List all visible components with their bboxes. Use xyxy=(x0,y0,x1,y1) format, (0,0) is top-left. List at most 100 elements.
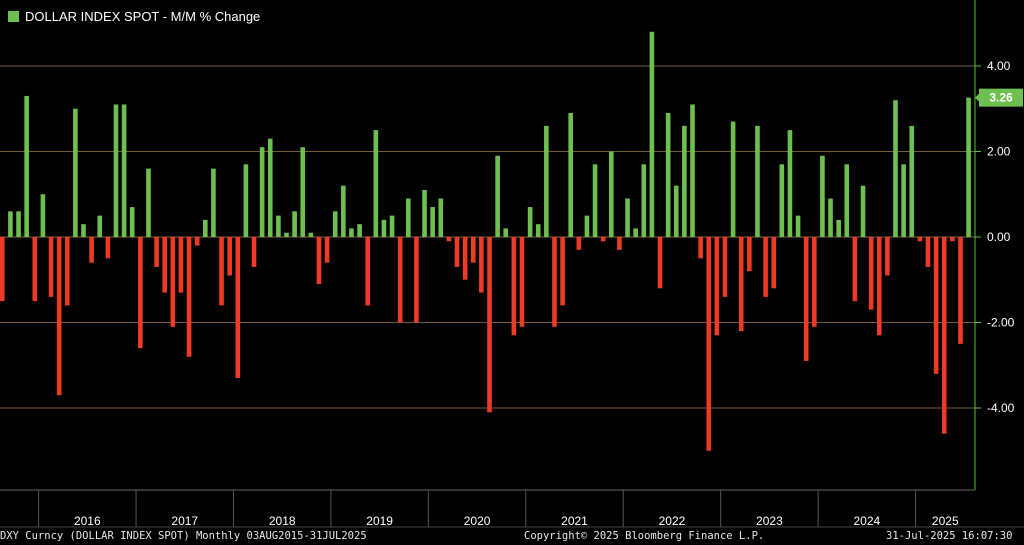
bar xyxy=(414,237,419,323)
bar xyxy=(698,237,703,259)
bar xyxy=(747,237,752,272)
bar xyxy=(592,164,598,237)
bar xyxy=(917,237,923,242)
bar xyxy=(454,237,460,267)
bar xyxy=(909,125,915,237)
bar xyxy=(284,232,289,237)
bar xyxy=(462,237,468,280)
x-tick-label: 2019 xyxy=(366,514,393,528)
bar xyxy=(901,164,906,237)
bar xyxy=(40,194,46,237)
bar xyxy=(397,237,403,323)
bar xyxy=(665,113,671,237)
bar xyxy=(966,97,971,237)
bar xyxy=(706,237,712,451)
bar xyxy=(771,237,776,289)
bar xyxy=(633,228,638,237)
bar xyxy=(105,237,111,259)
bar xyxy=(373,130,379,237)
bar xyxy=(495,155,500,237)
bar xyxy=(316,237,322,285)
bar xyxy=(682,125,687,237)
bar xyxy=(276,215,281,237)
bar xyxy=(349,228,354,237)
bar xyxy=(755,125,760,237)
legend: DOLLAR INDEX SPOT - M/M % Change xyxy=(8,6,265,26)
bar xyxy=(308,232,314,237)
bar xyxy=(690,104,695,237)
bar xyxy=(89,237,94,263)
bar-series xyxy=(0,31,971,451)
bar xyxy=(121,104,127,237)
bar xyxy=(617,237,622,250)
x-tick-label: 2024 xyxy=(853,514,880,528)
bar xyxy=(129,207,135,237)
y-tick-label: 4.00 xyxy=(987,59,1011,73)
bar xyxy=(763,237,768,297)
bar xyxy=(243,164,249,237)
footer: DXY Curncy (DOLLAR INDEX SPOT) Monthly 0… xyxy=(0,527,1024,545)
bar xyxy=(211,168,216,237)
bar xyxy=(885,237,890,276)
bar xyxy=(738,237,744,332)
bar xyxy=(227,237,232,276)
bar xyxy=(673,185,679,237)
bar xyxy=(251,237,257,267)
bar xyxy=(406,198,411,237)
bar xyxy=(0,237,5,302)
bar xyxy=(259,147,265,237)
bar xyxy=(609,151,614,237)
bar xyxy=(48,237,54,297)
bar xyxy=(714,237,720,336)
bar xyxy=(73,108,78,237)
bar xyxy=(324,237,330,263)
footer-security-info: DXY Curncy (DOLLAR INDEX SPOT) Monthly 0… xyxy=(0,530,367,542)
bar xyxy=(138,237,143,349)
bar xyxy=(779,164,785,237)
bar xyxy=(470,237,476,263)
bar xyxy=(422,189,427,237)
bar xyxy=(16,211,21,237)
bar xyxy=(730,121,736,237)
bar xyxy=(365,237,370,306)
bar xyxy=(511,237,517,336)
bar xyxy=(97,215,103,237)
bar xyxy=(219,237,224,306)
bar xyxy=(64,237,70,306)
bar xyxy=(154,237,159,267)
bar xyxy=(203,219,208,237)
bar xyxy=(941,237,947,434)
bar xyxy=(430,207,435,237)
bar xyxy=(584,215,590,237)
bar xyxy=(389,215,395,237)
bar xyxy=(820,155,825,237)
bar xyxy=(860,185,866,237)
bar xyxy=(641,164,647,237)
bar xyxy=(178,237,184,293)
bar xyxy=(56,237,62,396)
y-tick-label: -4.00 xyxy=(987,401,1015,415)
bar xyxy=(803,237,809,361)
axes: -4.00 -2.00 0.00 2.00 4.00 2016 2017 2018 2019 20… xyxy=(0,0,1024,528)
x-tick-label: 2022 xyxy=(659,514,686,528)
bar xyxy=(852,237,858,302)
bar xyxy=(24,95,29,237)
bar xyxy=(812,237,817,327)
bar xyxy=(552,237,557,327)
x-tick-label: 2020 xyxy=(464,514,491,528)
bar xyxy=(446,237,452,242)
bar xyxy=(170,237,176,327)
x-tick-label: 2017 xyxy=(171,514,198,528)
bar xyxy=(194,237,200,246)
bar xyxy=(113,104,119,237)
bar xyxy=(560,237,565,306)
bar xyxy=(186,237,192,357)
footer-copyright: Copyright© 2025 Bloomberg Finance L.P. xyxy=(524,530,765,542)
y-tick-label: 2.00 xyxy=(987,145,1011,159)
bar xyxy=(332,211,338,237)
bar xyxy=(876,237,882,336)
y-tick-label: -2.00 xyxy=(987,316,1015,330)
current-value-badge xyxy=(979,88,1023,107)
bar xyxy=(267,138,273,237)
